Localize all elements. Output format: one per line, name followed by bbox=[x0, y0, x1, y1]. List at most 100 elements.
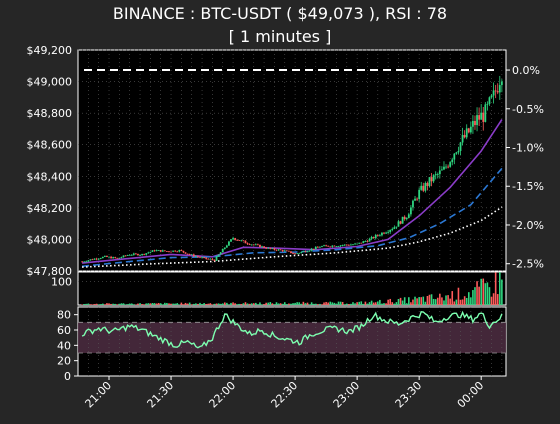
volume-bar bbox=[127, 304, 129, 305]
candle-body bbox=[300, 252, 302, 253]
candle-body bbox=[131, 255, 133, 256]
volume-bar bbox=[412, 300, 414, 305]
price-tick-label: $48,200 bbox=[27, 202, 73, 215]
volume-bar bbox=[435, 299, 437, 305]
volume-tick-label: 100 bbox=[51, 275, 72, 288]
volume-bar bbox=[466, 298, 468, 305]
candle-body bbox=[327, 246, 329, 247]
candle-body bbox=[127, 255, 129, 256]
candle-body bbox=[418, 190, 420, 199]
volume-bar bbox=[121, 303, 123, 305]
candle-body bbox=[110, 257, 112, 259]
volume-bar bbox=[414, 297, 416, 305]
volume-bar bbox=[210, 303, 212, 305]
volume-bar bbox=[230, 303, 232, 305]
candle-body bbox=[416, 199, 418, 200]
volume-bar bbox=[311, 302, 313, 305]
volume-bar bbox=[431, 294, 433, 305]
rsi-tick-label: 60 bbox=[57, 324, 71, 337]
rsi-tick-label: 0 bbox=[64, 370, 71, 383]
volume-bar bbox=[253, 303, 255, 305]
volume-bar bbox=[255, 303, 257, 305]
candle-body bbox=[205, 257, 207, 258]
volume-bar bbox=[236, 304, 238, 305]
volume-bar bbox=[491, 297, 493, 305]
volume-bar bbox=[187, 304, 189, 305]
candle-body bbox=[251, 245, 253, 246]
candle-body bbox=[441, 169, 443, 170]
candle-body bbox=[377, 235, 379, 236]
candle-body bbox=[203, 257, 205, 258]
candle-body bbox=[325, 245, 327, 246]
candle-body bbox=[383, 233, 385, 234]
volume-bar bbox=[338, 302, 340, 305]
volume-bar bbox=[249, 304, 251, 305]
candle-body bbox=[269, 248, 271, 249]
volume-bar bbox=[408, 297, 410, 305]
candle-body bbox=[236, 240, 238, 241]
volume-bar bbox=[379, 300, 381, 305]
candle-body bbox=[129, 255, 131, 256]
volume-bar bbox=[396, 302, 398, 305]
candle-body bbox=[102, 257, 104, 258]
volume-bar bbox=[360, 301, 362, 305]
candle-body bbox=[149, 252, 151, 253]
volume-bar bbox=[193, 304, 195, 305]
candle-body bbox=[402, 217, 404, 224]
volume-bar bbox=[485, 283, 487, 305]
candle-body bbox=[292, 253, 294, 254]
volume-bar bbox=[228, 304, 230, 305]
volume-bar bbox=[170, 304, 172, 305]
volume-bar bbox=[369, 302, 371, 305]
volume-bar bbox=[116, 304, 118, 305]
volume-bar bbox=[288, 303, 290, 305]
candle-body bbox=[369, 239, 371, 242]
time-tick-label: 23:30 bbox=[393, 379, 425, 411]
volume-bar bbox=[307, 303, 309, 305]
candle-body bbox=[298, 253, 300, 254]
candle-body bbox=[379, 235, 381, 236]
candle-body bbox=[331, 246, 333, 247]
candle-body bbox=[307, 251, 309, 252]
time-tick-label: 21:00 bbox=[83, 379, 115, 411]
candle-body bbox=[90, 259, 92, 260]
candle-body bbox=[486, 104, 488, 105]
candle-body bbox=[123, 256, 125, 258]
candle-body bbox=[414, 199, 416, 201]
volume-bar bbox=[265, 303, 267, 305]
candle-body bbox=[286, 251, 288, 252]
candle-body bbox=[323, 245, 325, 246]
volume-bar bbox=[352, 302, 354, 305]
volume-bar bbox=[139, 303, 141, 305]
rsi-neutral-band bbox=[78, 322, 506, 353]
candle-body bbox=[338, 246, 340, 247]
candle-body bbox=[480, 113, 482, 120]
volume-bar bbox=[495, 272, 497, 305]
candle-body bbox=[315, 247, 317, 249]
volume-bar bbox=[439, 294, 441, 305]
volume-bar bbox=[456, 300, 458, 305]
volume-bar bbox=[332, 302, 334, 305]
volume-bar bbox=[162, 304, 164, 305]
candle-body bbox=[406, 218, 408, 219]
volume-bar bbox=[137, 304, 139, 305]
volume-bar bbox=[112, 304, 114, 305]
volume-bar bbox=[478, 287, 480, 305]
volume-bar bbox=[315, 304, 317, 305]
volume-bar bbox=[261, 304, 263, 305]
candle-body bbox=[360, 243, 362, 244]
candle-body bbox=[207, 259, 209, 260]
volume-bar bbox=[373, 303, 375, 305]
price-plot-area bbox=[78, 50, 506, 271]
volume-bar bbox=[464, 296, 466, 305]
candle-body bbox=[81, 262, 83, 263]
candle-body bbox=[243, 240, 245, 241]
candle-body bbox=[265, 248, 267, 249]
volume-bar bbox=[88, 304, 90, 305]
candle-body bbox=[358, 243, 360, 244]
candle-body bbox=[193, 254, 195, 256]
candle-body bbox=[112, 257, 114, 258]
candle-body bbox=[317, 247, 319, 248]
